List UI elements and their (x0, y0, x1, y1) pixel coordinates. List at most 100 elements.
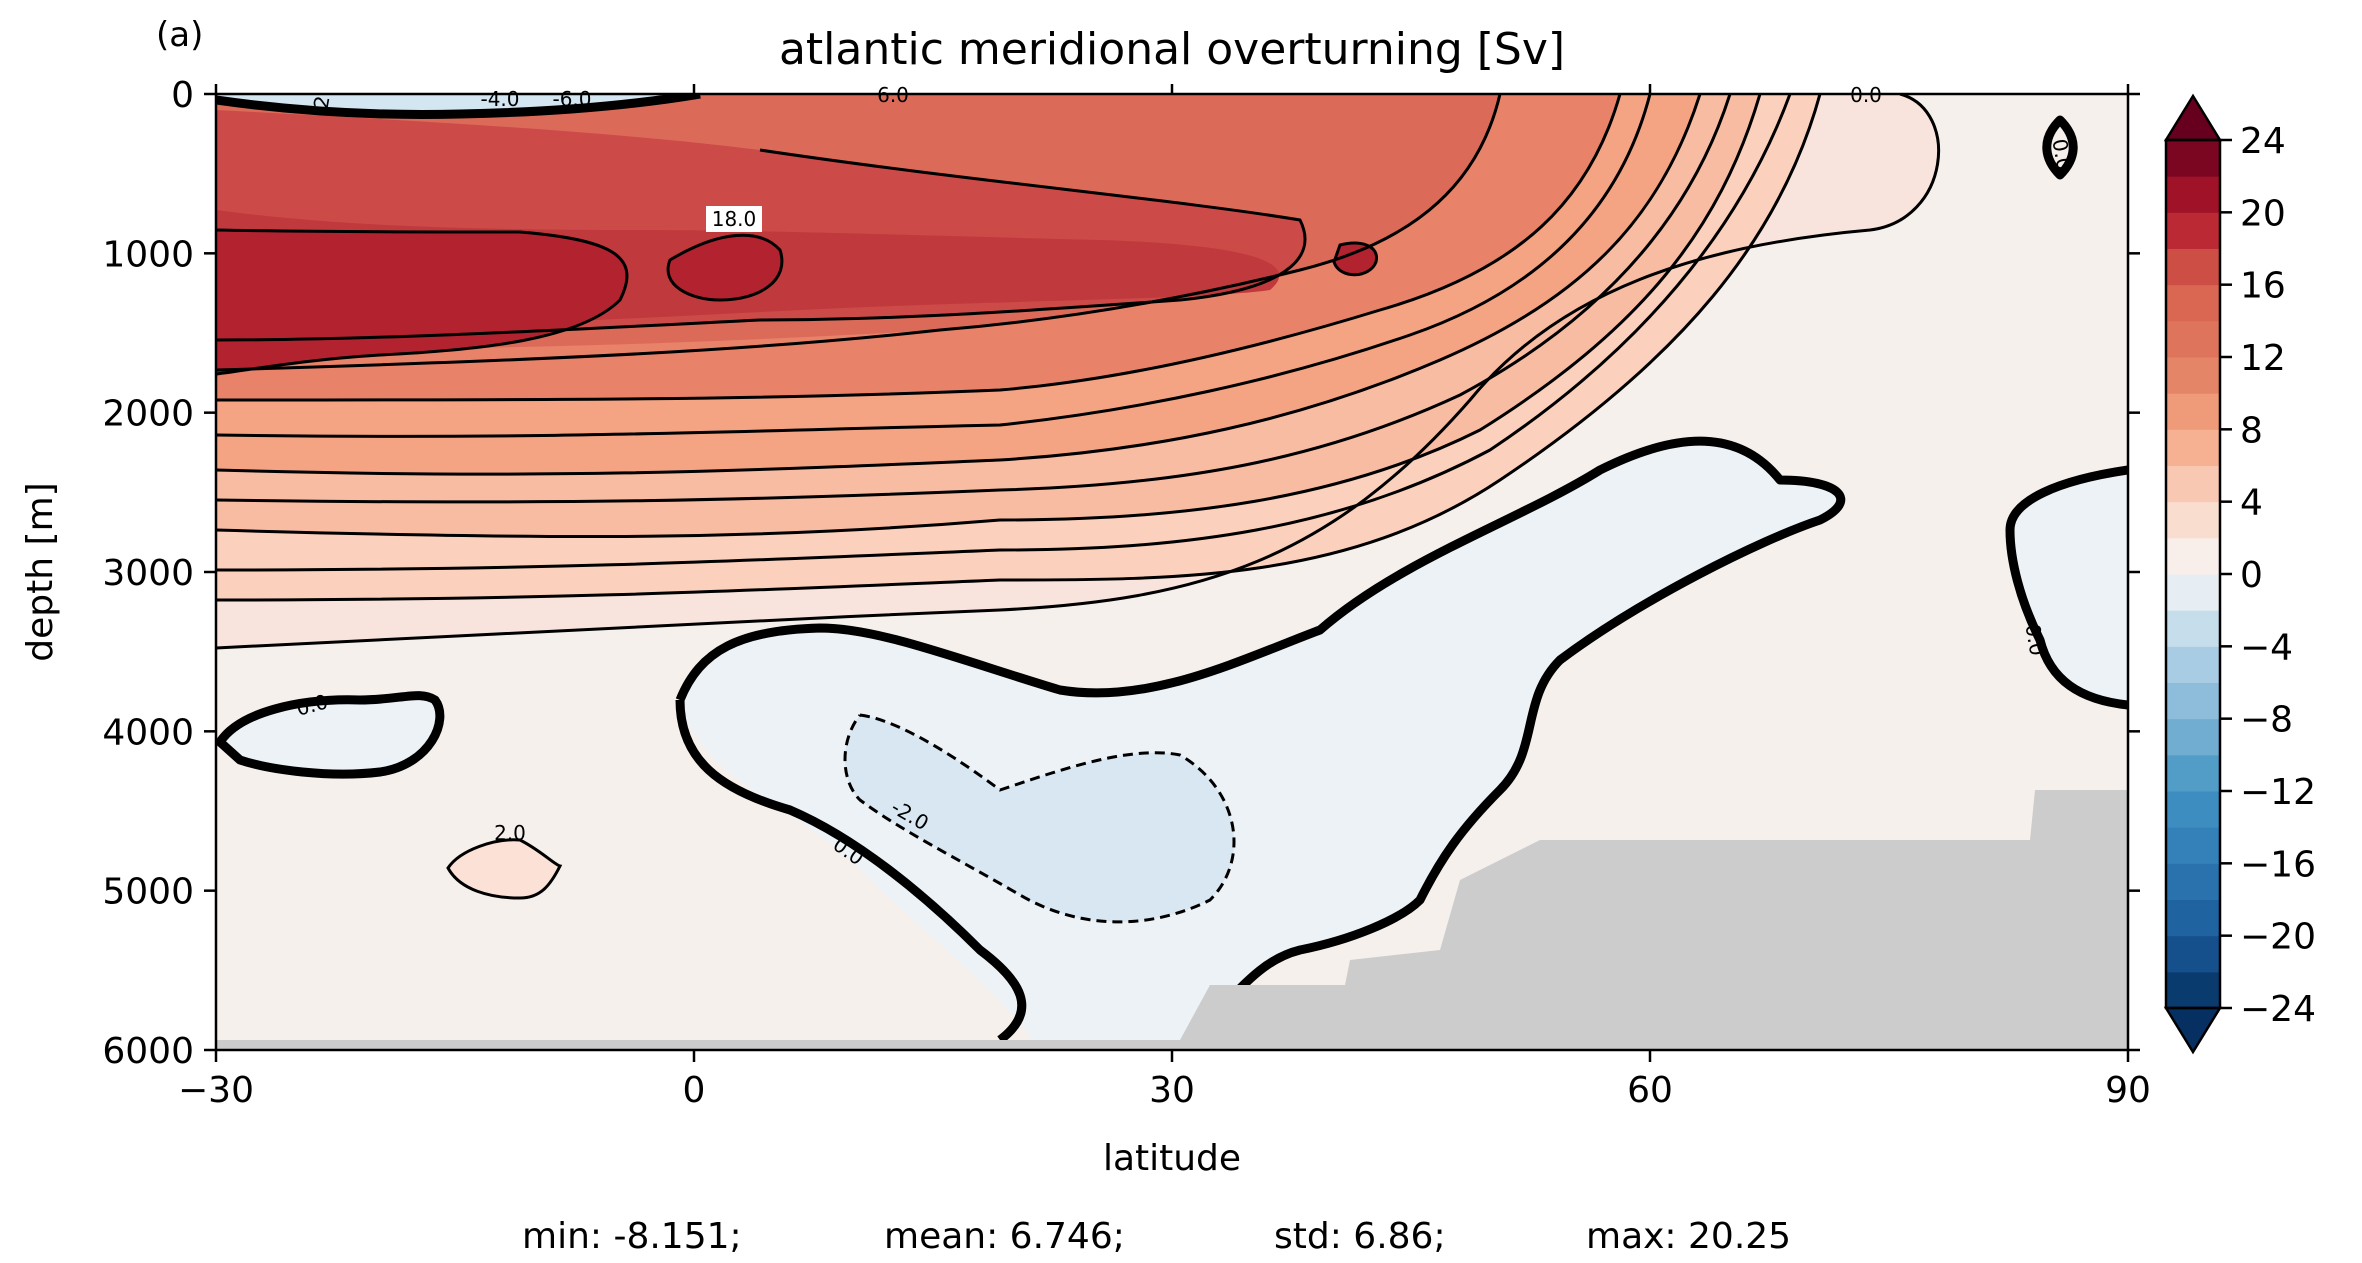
contour-neg-2 (843, 713, 1236, 924)
contour-6 (216, 94, 1792, 572)
deep-negative-fill (680, 441, 1841, 1050)
contour-core-left (666, 233, 784, 302)
colorbar-level (2166, 284, 2220, 322)
contour-18 (216, 94, 1502, 372)
y-tick-label: 5000 (102, 872, 194, 913)
panel-label: (a) (156, 15, 203, 55)
left-negative-pocket (220, 695, 440, 775)
stat-min: min: -8.151; (522, 1216, 742, 1257)
colorbar-level (2166, 971, 2220, 1009)
contour-label: 0.0 (2020, 622, 2049, 657)
colorbar-level (2166, 429, 2220, 466)
x-tick-label: 30 (1149, 1070, 1195, 1111)
colorbar-level (2166, 212, 2220, 249)
contour-label: -4.0 (480, 87, 519, 111)
label-background (706, 206, 762, 232)
x-tick-label: 60 (1627, 1070, 1673, 1111)
zero-contour-deep (675, 436, 1846, 1044)
right-negative-pocket (2010, 470, 2128, 705)
colorbar-tick-label: −16 (2240, 844, 2316, 885)
contour-labels: -2 -4.0 -6.0 6.0 0.0 18.0 0.0 0.0 2.0 -2… (294, 83, 2077, 870)
colorbar-level (2166, 791, 2220, 828)
zero-contour-surface (216, 94, 701, 119)
y-axis: 0 1000 2000 3000 4000 5000 6000 (102, 75, 2140, 1072)
colorbar-level (2166, 718, 2220, 756)
colorbar-tick-label: −24 (2240, 989, 2316, 1030)
colorbar-level (2166, 646, 2220, 683)
colorbar-level (2166, 863, 2220, 900)
colorbar-level (2166, 682, 2220, 720)
y-tick-label: 2000 (102, 394, 194, 435)
colorbar-level (2166, 501, 2220, 539)
colorbar-tick-label: −20 (2240, 917, 2316, 958)
colorbar-tick-label: −4 (2240, 627, 2293, 668)
colorbar-level (2166, 574, 2220, 611)
zero-contour-deep-lower (675, 699, 1027, 1044)
y-tick-label: 0 (171, 75, 194, 116)
colorbar-level (2166, 537, 2220, 575)
stats-line: min: -8.151; mean: 6.746; std: 6.86; max… (522, 1216, 1791, 1257)
zero-contour-left (216, 691, 445, 779)
contour-pocket-2 (446, 838, 563, 900)
colorbar-level (2166, 176, 2220, 213)
contour-label: -2 (307, 94, 334, 118)
colorbar-tick-label: 20 (2240, 193, 2286, 234)
colorbar-tick-label: 24 (2240, 121, 2286, 162)
stat-std: std: 6.86; (1274, 1216, 1446, 1257)
plot-area (216, 94, 2128, 1050)
core-18-right (1334, 243, 1377, 275)
contour-20 (216, 228, 629, 376)
colorbar-tick-label: −8 (2240, 700, 2293, 741)
x-tick-label: 90 (2105, 1070, 2151, 1111)
land-mask (216, 790, 2128, 1050)
y-axis-label: depth [m] (20, 482, 61, 661)
x-axis-label: latitude (1103, 1138, 1241, 1179)
colorbar-level (2166, 610, 2220, 647)
contour-lines (216, 94, 1941, 924)
colorbar-level (2166, 320, 2220, 358)
stat-mean: mean: 6.746; (884, 1216, 1125, 1257)
contour-core-right (1332, 241, 1378, 277)
contour-16 (216, 94, 1622, 402)
colorbar-level (2166, 248, 2220, 286)
contour-4 (216, 94, 1822, 602)
colorbar-level (2166, 393, 2220, 430)
x-axis: −30 0 30 60 90 (178, 84, 2151, 1111)
colorbar-level (2166, 465, 2220, 503)
contour-18b (216, 148, 1307, 342)
zero-contour-npole (2042, 115, 2078, 180)
colorbar-tick-label: 16 (2240, 266, 2286, 307)
contour-label: 2.0 (494, 821, 526, 845)
zero-contour-right (2005, 465, 2128, 710)
chart-title: atlantic meridional overturning [Sv] (779, 24, 1565, 75)
x-tick-label: 0 (683, 1070, 706, 1111)
colorbar-level (2166, 357, 2220, 394)
stat-max: max: 20.25 (1586, 1216, 1791, 1257)
colorbar-tick-label: 4 (2240, 483, 2263, 524)
contour-8 (216, 94, 1762, 539)
colorbar-level (2166, 899, 2220, 937)
colorbar-extend-max (2163, 93, 2223, 142)
contour-10 (216, 94, 1732, 504)
y-tick-label: 3000 (102, 553, 194, 594)
colorbar-level (2166, 935, 2220, 973)
colorbar-level (2166, 754, 2220, 792)
contour-label: 18.0 (712, 207, 757, 231)
y-tick-label: 4000 (102, 712, 194, 753)
contour-label: -6.0 (552, 87, 591, 111)
colorbar-tick-label: −12 (2240, 772, 2316, 813)
colorbar-tick-label: 12 (2240, 338, 2286, 379)
zero-contours (216, 94, 2128, 1044)
colorbar: 24 20 16 12 8 4 0 −4 −8 −12 −16 −20 −24 (2163, 93, 2316, 1055)
colorbar-level (2166, 140, 2220, 177)
colorbar-level (2166, 827, 2220, 864)
y-tick-label: 6000 (102, 1031, 194, 1072)
colorbar-tick-label: 0 (2240, 555, 2263, 596)
x-tick-label: −30 (178, 1070, 254, 1111)
contour-label: 0.0 (2047, 137, 2076, 172)
y-tick-label: 1000 (102, 234, 194, 275)
contour-12 (216, 94, 1702, 476)
deep-negative-core (845, 715, 1234, 922)
contour-14 (216, 94, 1652, 438)
